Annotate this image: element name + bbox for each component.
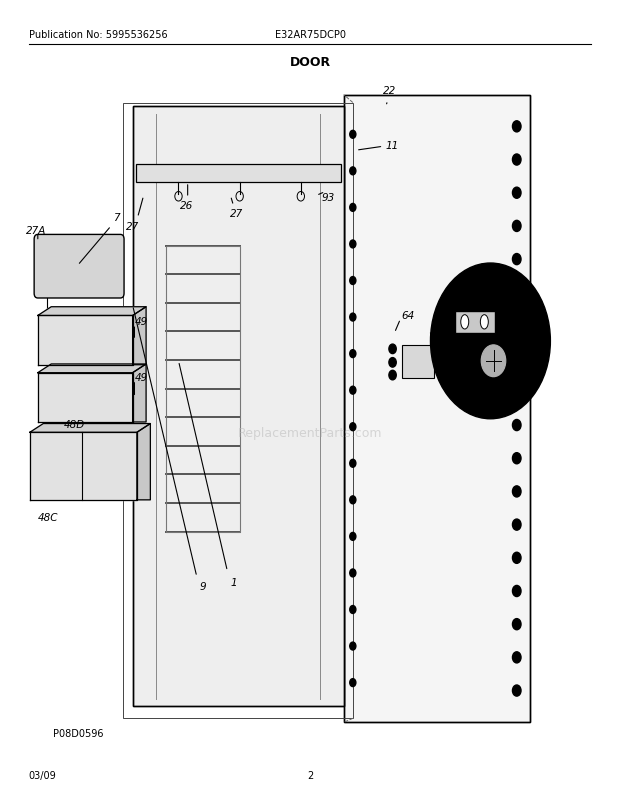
- Polygon shape: [38, 373, 133, 423]
- FancyBboxPatch shape: [34, 235, 124, 298]
- Circle shape: [513, 453, 521, 464]
- Polygon shape: [133, 307, 146, 365]
- Circle shape: [350, 132, 356, 139]
- Bar: [343, 95, 530, 723]
- Text: 27: 27: [230, 209, 243, 219]
- Text: 32: 32: [451, 323, 464, 333]
- Circle shape: [513, 354, 521, 365]
- Circle shape: [513, 287, 521, 298]
- Text: 48D: 48D: [64, 419, 85, 430]
- Circle shape: [513, 122, 521, 133]
- Bar: [136, 165, 340, 183]
- Circle shape: [513, 254, 521, 265]
- Circle shape: [350, 496, 356, 504]
- Circle shape: [513, 619, 521, 630]
- Bar: [166, 246, 240, 532]
- Circle shape: [513, 520, 521, 530]
- Bar: [343, 95, 530, 723]
- Circle shape: [513, 221, 521, 233]
- Circle shape: [513, 553, 521, 564]
- Circle shape: [350, 205, 356, 212]
- Circle shape: [513, 155, 521, 166]
- Circle shape: [513, 652, 521, 663]
- Circle shape: [350, 241, 356, 249]
- Text: 13: 13: [511, 281, 524, 291]
- Ellipse shape: [480, 315, 489, 330]
- Text: 49: 49: [135, 317, 148, 326]
- Text: ReplacementParts.com: ReplacementParts.com: [237, 426, 383, 439]
- Text: 03/09: 03/09: [29, 771, 56, 780]
- Text: 93: 93: [322, 193, 335, 203]
- Circle shape: [513, 585, 521, 597]
- Text: P08D0596: P08D0596: [53, 728, 104, 739]
- Circle shape: [350, 314, 356, 322]
- Circle shape: [350, 460, 356, 468]
- Text: DOOR: DOOR: [290, 56, 330, 69]
- Circle shape: [350, 168, 356, 176]
- Text: 11: 11: [386, 140, 399, 151]
- Polygon shape: [38, 307, 146, 316]
- Bar: [123, 103, 353, 719]
- Text: 2: 2: [307, 771, 313, 780]
- Text: 22A: 22A: [511, 340, 531, 350]
- Text: Publication No: 5995536256: Publication No: 5995536256: [29, 30, 167, 39]
- Circle shape: [481, 346, 506, 377]
- Circle shape: [350, 387, 356, 395]
- Circle shape: [350, 678, 356, 687]
- Text: 1: 1: [231, 577, 237, 587]
- Circle shape: [513, 685, 521, 696]
- Text: 27: 27: [126, 221, 140, 232]
- Ellipse shape: [461, 315, 469, 330]
- Circle shape: [350, 277, 356, 286]
- Text: 22: 22: [383, 86, 396, 95]
- Circle shape: [350, 606, 356, 614]
- Circle shape: [350, 569, 356, 577]
- Text: 48C: 48C: [38, 512, 58, 522]
- Polygon shape: [30, 424, 151, 433]
- Circle shape: [389, 371, 396, 380]
- Polygon shape: [137, 424, 151, 500]
- Bar: [133, 107, 343, 707]
- Circle shape: [350, 533, 356, 541]
- Circle shape: [430, 264, 551, 419]
- Polygon shape: [38, 316, 133, 365]
- Circle shape: [513, 420, 521, 431]
- Circle shape: [389, 345, 396, 354]
- Text: 27A: 27A: [25, 225, 46, 235]
- Circle shape: [350, 350, 356, 358]
- Circle shape: [513, 387, 521, 398]
- Bar: [455, 311, 495, 334]
- Polygon shape: [133, 364, 146, 423]
- Circle shape: [513, 188, 521, 199]
- Circle shape: [350, 423, 356, 431]
- Circle shape: [350, 642, 356, 650]
- Text: 64: 64: [402, 310, 415, 320]
- Bar: [402, 346, 433, 379]
- Circle shape: [513, 321, 521, 331]
- Text: E32AR75DCP0: E32AR75DCP0: [275, 30, 345, 39]
- Text: 26: 26: [180, 201, 193, 211]
- Text: 21A: 21A: [511, 309, 531, 318]
- Bar: [133, 107, 343, 707]
- Text: 49: 49: [135, 372, 148, 383]
- Text: 9: 9: [200, 581, 206, 591]
- Circle shape: [389, 358, 396, 367]
- Circle shape: [513, 486, 521, 497]
- Text: 7: 7: [113, 213, 120, 223]
- Polygon shape: [30, 433, 137, 500]
- Polygon shape: [38, 364, 146, 373]
